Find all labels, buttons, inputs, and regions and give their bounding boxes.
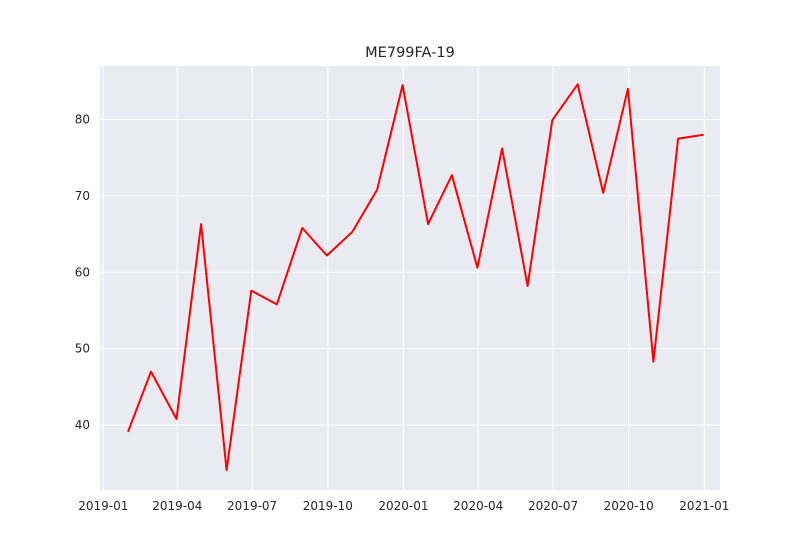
grid-lines [100,66,720,490]
x-axis-ticks: 2019-01 2019-04 2019-07 2019-10 2020-01 2020-… [78,499,729,513]
y-tick-label: 60 [75,265,90,279]
x-tick-label: 2020-10 [604,499,654,513]
y-tick-label: 40 [75,418,90,432]
y-axis-ticks: 40 50 60 70 80 [75,112,90,432]
x-tick-label: 2020-04 [453,499,503,513]
x-tick-label: 2019-10 [303,499,353,513]
x-tick-label: 2020-07 [528,499,578,513]
y-tick-label: 50 [75,342,90,356]
y-tick-label: 80 [75,112,90,126]
x-tick-label: 2019-07 [227,499,277,513]
series-line [127,83,704,472]
y-tick-label: 70 [75,189,90,203]
chart-title: ME799FA-19 [365,45,455,61]
series-group [127,83,704,472]
x-tick-label: 2020-01 [378,499,428,513]
x-tick-label: 2019-04 [152,499,202,513]
x-tick-label: 2019-01 [78,499,128,513]
x-tick-label: 2021-01 [679,499,729,513]
